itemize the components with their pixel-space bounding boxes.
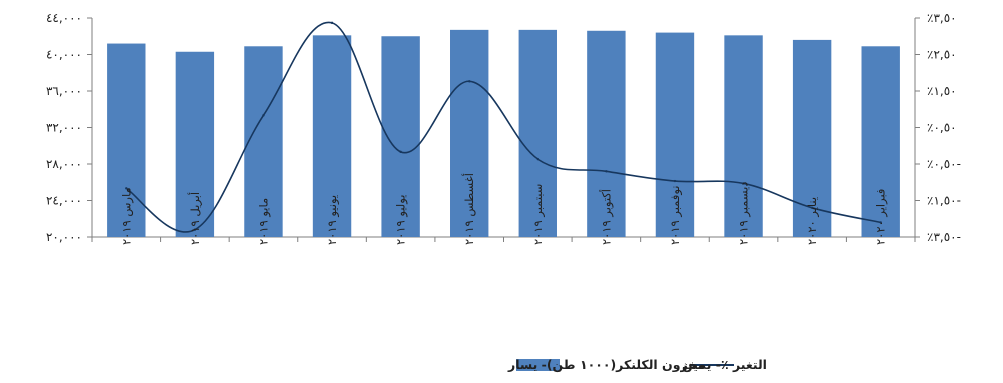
y-left-tick-label: ٣٦,٠٠٠ — [46, 84, 82, 98]
y-left-tick-label: ٣٢,٠٠٠ — [46, 121, 82, 135]
axes-group — [87, 17, 920, 242]
line-point — [742, 182, 745, 185]
x-tick-label: أغسطس ٢٠١٩ — [461, 173, 477, 245]
bar — [518, 29, 557, 237]
y-right-tick-labels-group: ٪٣,٥٠- ٪١,٥٠- ٪٠,٥٠- ٪٠,٥٠ ٪١,٥٠ ٪٢,٥٠ ٪٣,٥٠ — [927, 11, 961, 244]
line-point — [605, 170, 608, 173]
line-point — [399, 150, 402, 154]
x-tick-label: سبتمبر ٢٠١٩ — [531, 184, 546, 245]
y-right-tick-label: ٪٣,٥٠- — [927, 230, 961, 244]
bar — [107, 43, 146, 237]
y-right-tick-label: ٪٣,٥٠ — [927, 11, 957, 25]
line-group — [125, 21, 882, 233]
y-right-tick-label: ٪٢,٥٠ — [927, 48, 957, 62]
y-left-tick-label: ٤٤,٠٠٠ — [46, 11, 82, 25]
y-left-tick-label: ٤٠,٠٠٠ — [46, 48, 82, 62]
bar — [450, 29, 489, 237]
x-tick-label: يناير ٢٠٢٠ — [805, 197, 820, 245]
x-tick-label: يونيو ٢٠١٩ — [325, 195, 340, 245]
y-left-tick-labels-group: ٢٠,٠٠٠ ٢٤,٠٠٠ ٢٨,٠٠٠ ٣٢,٠٠٠ ٣٦,٠٠٠ ٤٠,٠٠٠ ٤٤,٠… — [46, 11, 82, 244]
line-point — [810, 206, 814, 209]
change-line — [125, 21, 881, 233]
legend-line-label: التغير ٪- يمين — [682, 357, 767, 372]
line-point — [536, 157, 539, 161]
bar — [244, 46, 283, 237]
x-tick-label: مايو ٢٠١٩ — [256, 198, 271, 245]
y-right-tick-label: ٪١,٥٠ — [927, 84, 957, 98]
legend-bar-swatch — [516, 359, 560, 371]
y-left-tick-label: ٢٤,٠٠٠ — [46, 194, 82, 208]
bars-group — [107, 29, 900, 238]
y-right-tick-label: ٪١,٥٠- — [927, 194, 961, 208]
line-point — [125, 187, 128, 190]
x-tick-labels-group: مارس ٢٠١٩ أبريل ٢٠١٩ مايو ٢٠١٩ يونيو ٢٠١٩ يو… — [119, 173, 888, 245]
x-tick-label: مارس ٢٠١٩ — [119, 187, 134, 245]
bar — [655, 32, 695, 237]
bar — [587, 30, 626, 238]
line-point — [262, 114, 265, 117]
bar — [312, 35, 352, 238]
legend: التغير ٪- يمين مخزون الكلنكر(١٠٠٠ طن)- ي… — [507, 357, 767, 372]
bar — [861, 46, 900, 237]
y-left-tick-label: ٢٨,٠٠٠ — [46, 157, 82, 171]
y-right-tick-label: ٪٠,٥٠- — [927, 157, 961, 171]
line-point — [468, 80, 471, 83]
x-tick-label: يوليو ٢٠١٩ — [394, 195, 409, 245]
line-point — [330, 21, 334, 25]
line-point — [193, 228, 197, 231]
x-tick-label: فبراير ٢٠٢٠ — [874, 189, 889, 245]
x-tick-label: ديسمبر ٢٠١٩ — [737, 182, 752, 245]
line-point — [879, 221, 882, 224]
bar — [175, 51, 215, 238]
x-tick-label: نوفمبر ٢٠١٩ — [668, 186, 683, 245]
y-right-tick-label: ٪٠,٥٠ — [927, 121, 957, 135]
y-left-tick-label: ٢٠,٠٠٠ — [46, 230, 82, 244]
x-tick-label: أبريل ٢٠١٩ — [187, 192, 203, 245]
line-point — [673, 179, 677, 183]
x-tick-label: أكتوبر ٢٠١٩ — [598, 189, 614, 245]
bar — [724, 35, 763, 238]
legend-bar-label: مخزون الكلنكر(١٠٠٠ طن)- يسار — [507, 357, 705, 372]
